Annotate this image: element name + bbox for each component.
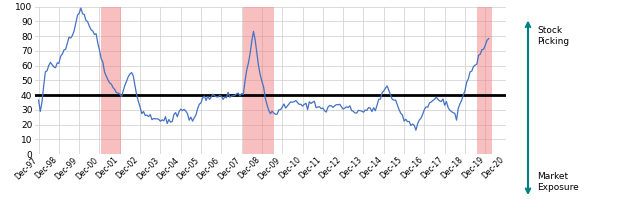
Bar — [243, 7, 274, 154]
Text: Market
Exposure: Market Exposure — [538, 172, 579, 192]
Text: Stock
Picking: Stock Picking — [538, 26, 570, 46]
Bar — [477, 7, 492, 154]
Bar — [101, 7, 122, 154]
